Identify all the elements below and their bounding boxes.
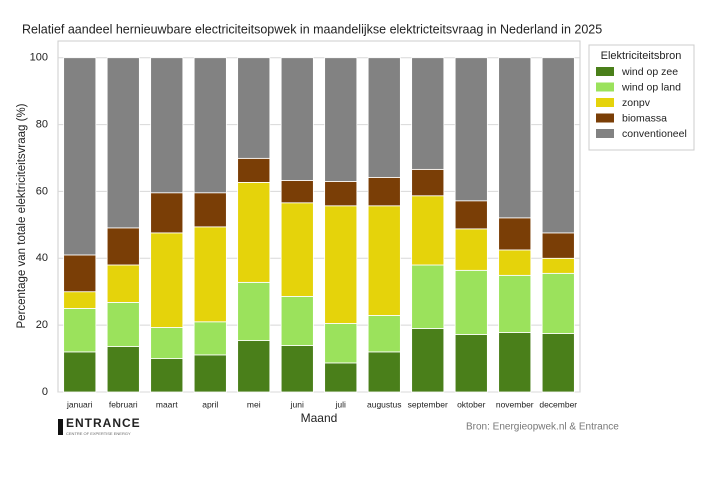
legend-label: wind op zee — [621, 66, 678, 78]
logo-mark — [58, 419, 63, 435]
bar-segment — [367, 57, 401, 178]
bar-segment — [280, 345, 314, 393]
bar-segment — [106, 264, 140, 303]
bar-segment — [454, 200, 488, 230]
bar-segment — [193, 321, 227, 356]
legend-title: Elektriciteitsbron — [601, 50, 682, 62]
bar-segment — [150, 232, 184, 328]
legend-label: wind op land — [621, 81, 681, 93]
logo-text: ENTRANCE — [66, 416, 141, 430]
bar-segment — [63, 57, 97, 256]
bar-segment — [237, 340, 271, 393]
x-tick-label: november — [496, 399, 534, 409]
bar-segment — [454, 269, 488, 335]
legend-swatch — [596, 67, 614, 76]
bar-segment — [280, 57, 314, 181]
bar-segment — [63, 291, 97, 309]
y-axis-label: Percentage van totale elektriciteitsvraa… — [16, 103, 28, 328]
bar-segment — [63, 308, 97, 353]
bar-segment — [498, 274, 532, 333]
bar-segment — [237, 182, 271, 283]
y-tick-label: 80 — [36, 118, 48, 130]
legend-swatch — [596, 98, 614, 107]
bar-segment — [411, 168, 445, 197]
bar-segment — [454, 228, 488, 271]
x-tick-label: juli — [335, 399, 347, 409]
bar-segment — [541, 272, 575, 334]
bar-segment — [63, 351, 97, 393]
bar-segment — [106, 302, 140, 347]
bar-segment — [150, 327, 184, 359]
legend-swatch — [596, 129, 614, 138]
legend-label: zonpv — [622, 97, 651, 109]
bar-segment — [411, 195, 445, 266]
bar-segment — [106, 57, 140, 229]
x-tick-label: oktober — [457, 399, 486, 409]
bar-segment — [498, 217, 532, 251]
bar-segment — [411, 328, 445, 393]
x-tick-label: maart — [156, 399, 178, 409]
y-tick-label: 20 — [36, 319, 48, 331]
logo: ENTRANCE CENTRE OF EXPERTISE ENERGY — [58, 416, 141, 436]
x-tick-label: februari — [109, 399, 138, 409]
bar-segment — [454, 334, 488, 393]
bar-segment — [63, 254, 97, 293]
bar-segment — [367, 315, 401, 353]
x-tick-label: juni — [290, 399, 304, 409]
bar-segment — [324, 205, 358, 324]
bar-segment — [367, 205, 401, 316]
legend-swatch — [596, 82, 614, 92]
x-tick-label: januari — [66, 399, 93, 409]
bar-segment — [193, 226, 227, 323]
bar-segment — [280, 179, 314, 204]
x-tick-label: december — [539, 399, 577, 409]
bar-segment — [150, 57, 184, 194]
y-tick-label: 40 — [36, 252, 48, 264]
bar-segment — [541, 333, 575, 393]
logo-subtitle: CENTRE OF EXPERTISE ENERGY — [66, 431, 131, 436]
y-tick-label: 0 — [42, 386, 48, 398]
bar-segment — [106, 227, 140, 266]
bar-segment — [367, 351, 401, 393]
bar-segment — [150, 192, 184, 234]
bar-segment — [280, 295, 314, 346]
bar-segment — [324, 323, 358, 364]
source-note: Bron: Energieopwek.nl & Entrance — [466, 422, 619, 433]
bar-segment — [193, 354, 227, 393]
bar-segment — [541, 57, 575, 234]
bar-segment — [193, 57, 227, 194]
x-axis-label: Maand — [301, 411, 338, 425]
x-tick-label: mei — [247, 399, 261, 409]
legend-label: conventioneel — [622, 128, 687, 140]
y-tick-label: 100 — [30, 52, 48, 64]
bar-segment — [411, 264, 445, 329]
bar-segment — [237, 281, 271, 341]
bar-segment — [541, 257, 575, 274]
y-tick-label: 60 — [36, 185, 48, 197]
legend-swatch — [596, 113, 614, 123]
bar-segment — [280, 202, 314, 297]
bar-segment — [411, 57, 445, 170]
bar-segment — [454, 57, 488, 202]
legend-label: biomassa — [622, 112, 667, 124]
bar-segment — [324, 57, 358, 182]
bar-segment — [150, 358, 184, 393]
bar-segment — [498, 249, 532, 276]
bar-segment — [106, 346, 140, 393]
bar-segment — [324, 180, 358, 207]
x-tick-label: april — [202, 399, 218, 409]
bar-segment — [193, 192, 227, 228]
x-tick-label: september — [408, 399, 448, 409]
bar-segment — [498, 57, 532, 219]
bar-segment — [237, 57, 271, 159]
bar-segment — [367, 176, 401, 207]
bar-segment — [237, 157, 271, 183]
chart-title: Relatief aandeel hernieuwbare electricit… — [22, 22, 602, 36]
bar-segment — [324, 362, 358, 393]
bar-segment — [541, 232, 575, 259]
bar-segment — [498, 332, 532, 393]
x-tick-label: augustus — [367, 399, 402, 409]
